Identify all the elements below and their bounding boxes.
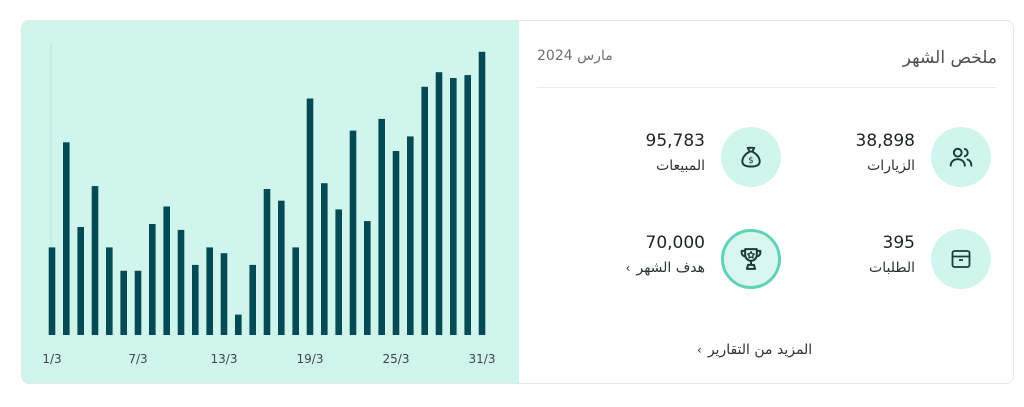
x-tick-label: 31/3: [469, 352, 496, 366]
bar-27/3[interactable]: [421, 86, 428, 335]
monthly-summary-card: 1/3 7/3 13/3 19/3 25/3 31/3 ملخص الشهر مارس 2…: [21, 20, 1014, 384]
x-tick-label: 1/3: [42, 352, 61, 366]
bar-2/3[interactable]: [63, 142, 70, 335]
bar-7/3[interactable]: [134, 270, 142, 335]
divider: [537, 87, 997, 88]
chart-canvas: 1/3 7/3 13/3 19/3 25/3 31/3: [42, 43, 496, 366]
bar-31/3[interactable]: [478, 51, 486, 336]
users-icon: [931, 127, 991, 187]
trophy-icon: [721, 229, 781, 289]
goal-value: 70,000: [645, 233, 705, 253]
orders-label: الطلبات: [869, 260, 915, 276]
bar-22/3[interactable]: [349, 130, 357, 335]
x-tick-label: 19/3: [297, 352, 324, 366]
x-tick-label: 7/3: [128, 352, 147, 366]
metric-orders: 395 الطلبات: [791, 227, 991, 291]
bar-14/3[interactable]: [235, 314, 242, 335]
visits-value: 38,898: [855, 131, 915, 151]
box-icon: [931, 229, 991, 289]
more-reports-label: المزيد من التقارير: [707, 342, 813, 358]
x-tick-label: 13/3: [211, 352, 238, 366]
bar-10/3[interactable]: [177, 229, 185, 335]
orders-value: 395: [882, 233, 915, 253]
bar-20/3[interactable]: [321, 183, 328, 335]
money-bag-icon: $: [721, 127, 781, 187]
bar-11/3[interactable]: [192, 264, 199, 335]
bar-26/3[interactable]: [407, 136, 414, 335]
bar-3/3[interactable]: [77, 227, 84, 335]
bar-18/3[interactable]: [292, 247, 299, 335]
bar-5/3[interactable]: [106, 247, 113, 335]
more-reports-link[interactable]: المزيد من التقارير ›: [697, 342, 812, 358]
goal-link[interactable]: هدف الشهر ›: [626, 260, 705, 276]
bar-28/3[interactable]: [435, 72, 443, 335]
svg-text:$: $: [748, 156, 754, 166]
metric-sales: $ 95,783 المبيعات: [581, 125, 781, 189]
x-tick-label: 25/3: [383, 352, 410, 366]
sales-label: المبيعات: [656, 158, 705, 174]
daily-bar-chart: 1/3 7/3 13/3 19/3 25/3 31/3: [22, 21, 519, 383]
bar-25/3[interactable]: [392, 151, 400, 335]
bar-9/3[interactable]: [163, 206, 170, 336]
bar-4/3[interactable]: [91, 186, 99, 335]
metric-goal[interactable]: 70,000 هدف الشهر ›: [581, 227, 781, 291]
visits-label: الزيارات: [867, 158, 915, 174]
bar-24/3[interactable]: [378, 118, 385, 336]
bar-16/3[interactable]: [263, 189, 271, 335]
bar-12/3[interactable]: [206, 247, 213, 335]
sales-value: 95,783: [645, 131, 705, 151]
bar-1/3[interactable]: [48, 247, 56, 335]
bar-30/3[interactable]: [464, 75, 471, 335]
summary-title: ملخص الشهر: [902, 48, 997, 68]
metric-visits: 38,898 الزيارات: [791, 125, 991, 189]
goal-label: هدف الشهر: [636, 260, 705, 276]
bar-29/3[interactable]: [450, 78, 457, 335]
chevron-left-icon: ›: [697, 343, 702, 357]
bar-21/3[interactable]: [335, 209, 342, 335]
bar-23/3[interactable]: [364, 221, 371, 335]
bar-8/3[interactable]: [149, 224, 156, 335]
bar-13/3[interactable]: [220, 253, 228, 335]
chevron-left-icon: ›: [625, 261, 631, 275]
bar-17/3[interactable]: [278, 200, 285, 335]
summary-panel: ملخص الشهر مارس 2024 38,898 الزيارات $: [519, 21, 1013, 383]
bar-15/3[interactable]: [249, 264, 256, 335]
bar-19/3[interactable]: [306, 98, 314, 336]
summary-period: مارس 2024: [537, 48, 613, 64]
bar-6/3[interactable]: [120, 270, 127, 335]
